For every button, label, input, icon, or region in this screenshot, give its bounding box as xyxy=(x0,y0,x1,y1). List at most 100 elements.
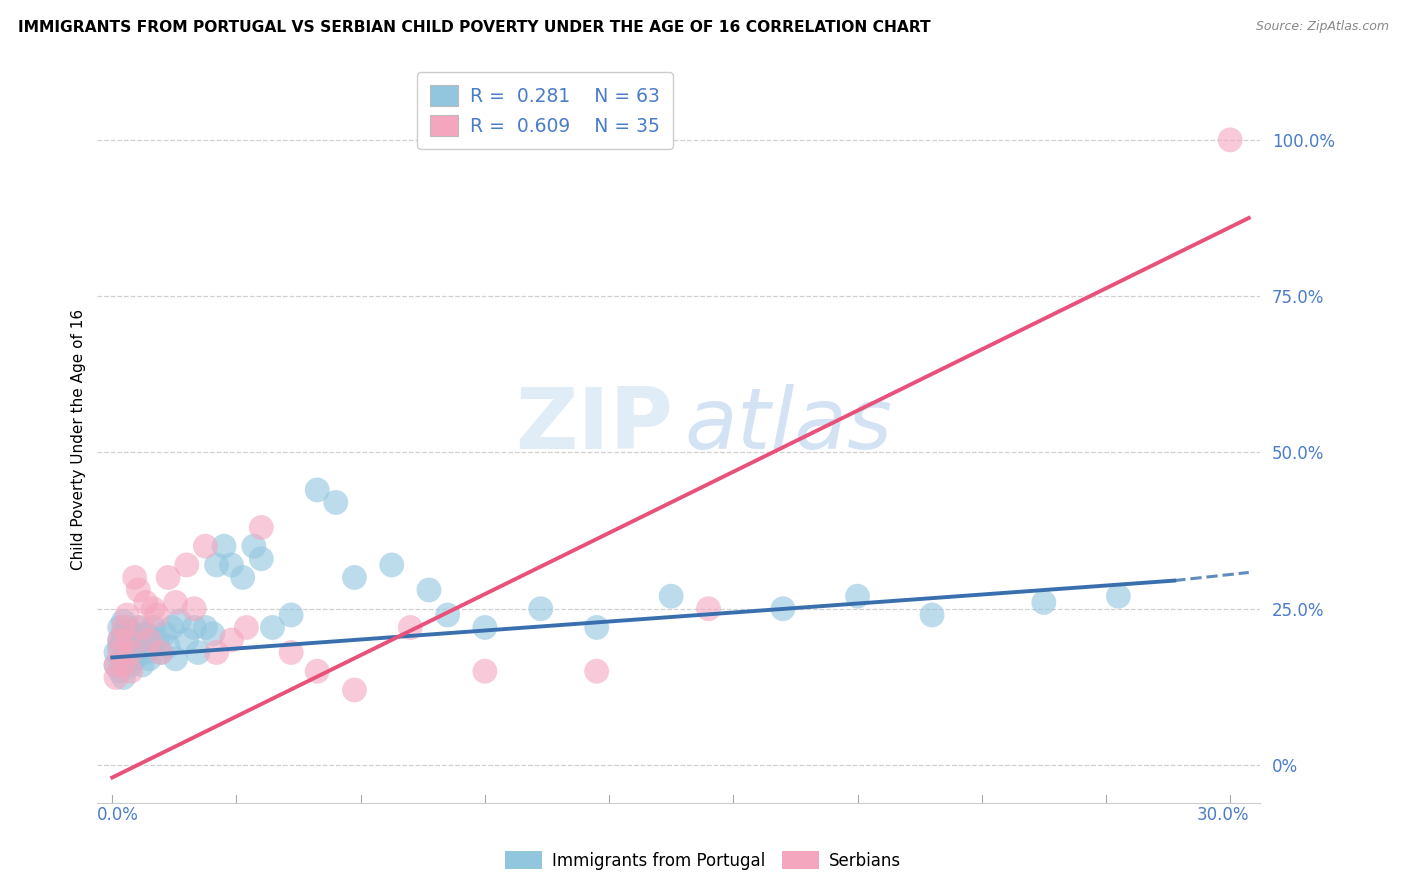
Point xyxy=(1032,595,1054,609)
Point xyxy=(131,657,153,672)
Point xyxy=(115,632,138,647)
Point xyxy=(585,620,607,634)
Legend: Immigrants from Portugal, Serbians: Immigrants from Portugal, Serbians xyxy=(499,845,907,877)
Point xyxy=(235,620,257,634)
Point xyxy=(135,626,157,640)
Point xyxy=(104,671,127,685)
Point xyxy=(183,620,205,634)
Point xyxy=(112,657,135,672)
Point xyxy=(846,589,869,603)
Text: 30.0%: 30.0% xyxy=(1197,805,1249,823)
Point xyxy=(157,570,180,584)
Point xyxy=(474,665,496,679)
Point xyxy=(108,645,131,659)
Point xyxy=(120,657,142,672)
Point xyxy=(108,632,131,647)
Point xyxy=(418,582,440,597)
Point xyxy=(112,620,135,634)
Point xyxy=(146,632,169,647)
Point xyxy=(280,645,302,659)
Point xyxy=(399,620,422,634)
Point xyxy=(250,520,273,534)
Point xyxy=(474,620,496,634)
Point xyxy=(232,570,254,584)
Point xyxy=(115,632,138,647)
Point xyxy=(194,620,217,634)
Point xyxy=(221,632,243,647)
Point xyxy=(250,551,273,566)
Point xyxy=(108,620,131,634)
Text: 0.0%: 0.0% xyxy=(97,805,139,823)
Point xyxy=(127,582,149,597)
Point xyxy=(165,651,187,665)
Point xyxy=(112,626,135,640)
Point xyxy=(131,639,153,653)
Point xyxy=(262,620,284,634)
Point xyxy=(146,607,169,622)
Point xyxy=(194,539,217,553)
Legend: R =  0.281    N = 63, R =  0.609    N = 35: R = 0.281 N = 63, R = 0.609 N = 35 xyxy=(418,72,672,149)
Point xyxy=(138,632,160,647)
Point xyxy=(112,614,135,628)
Point xyxy=(1219,133,1241,147)
Text: atlas: atlas xyxy=(685,384,893,467)
Point xyxy=(160,620,183,634)
Text: ZIP: ZIP xyxy=(515,384,673,467)
Point xyxy=(127,620,149,634)
Text: Source: ZipAtlas.com: Source: ZipAtlas.com xyxy=(1256,20,1389,33)
Point xyxy=(243,539,266,553)
Point xyxy=(183,601,205,615)
Point xyxy=(697,601,720,615)
Point xyxy=(201,626,224,640)
Point xyxy=(585,665,607,679)
Point xyxy=(108,632,131,647)
Point xyxy=(1107,589,1129,603)
Point xyxy=(176,632,198,647)
Point xyxy=(138,632,160,647)
Point xyxy=(120,626,142,640)
Point xyxy=(436,607,458,622)
Point xyxy=(124,651,146,665)
Point xyxy=(127,645,149,659)
Point xyxy=(112,651,135,665)
Point xyxy=(325,495,347,509)
Point xyxy=(142,639,165,653)
Point xyxy=(165,595,187,609)
Point xyxy=(205,645,228,659)
Point xyxy=(115,620,138,634)
Point xyxy=(104,657,127,672)
Text: IMMIGRANTS FROM PORTUGAL VS SERBIAN CHILD POVERTY UNDER THE AGE OF 16 CORRELATIO: IMMIGRANTS FROM PORTUGAL VS SERBIAN CHIL… xyxy=(18,20,931,35)
Point xyxy=(280,607,302,622)
Point xyxy=(131,620,153,634)
Point xyxy=(104,657,127,672)
Point xyxy=(343,683,366,698)
Point xyxy=(112,671,135,685)
Y-axis label: Child Poverty Under the Age of 16: Child Poverty Under the Age of 16 xyxy=(72,310,86,571)
Point xyxy=(176,558,198,572)
Point xyxy=(149,645,172,659)
Point xyxy=(138,651,160,665)
Point xyxy=(307,483,329,497)
Point xyxy=(120,645,142,659)
Point xyxy=(135,645,157,659)
Point xyxy=(108,665,131,679)
Point xyxy=(187,645,209,659)
Point xyxy=(157,639,180,653)
Point xyxy=(124,632,146,647)
Point xyxy=(169,614,191,628)
Point xyxy=(115,645,138,659)
Point xyxy=(530,601,553,615)
Point xyxy=(153,626,176,640)
Point xyxy=(343,570,366,584)
Point xyxy=(120,665,142,679)
Point xyxy=(135,595,157,609)
Point xyxy=(221,558,243,572)
Point xyxy=(142,620,165,634)
Point xyxy=(772,601,794,615)
Point xyxy=(381,558,404,572)
Point xyxy=(104,645,127,659)
Point xyxy=(120,639,142,653)
Point xyxy=(307,665,329,679)
Point xyxy=(115,607,138,622)
Point xyxy=(659,589,682,603)
